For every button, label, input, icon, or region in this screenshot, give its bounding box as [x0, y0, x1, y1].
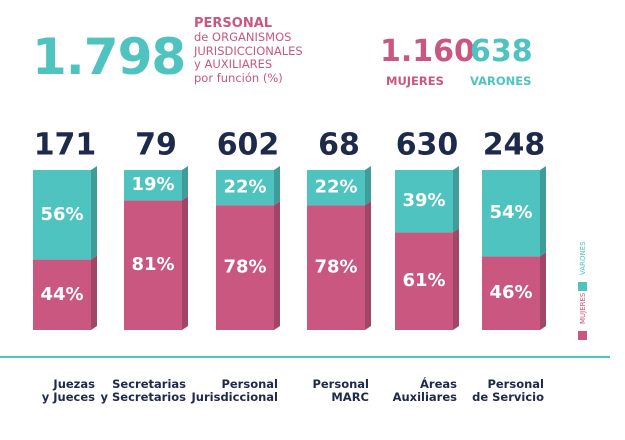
- bar-segment: [124, 200, 182, 330]
- category-total: 79: [135, 128, 177, 163]
- bar-side: [274, 201, 280, 330]
- legend-label: VARONES: [579, 241, 587, 275]
- value-label: 39%: [402, 190, 445, 211]
- value-label: 56%: [40, 204, 83, 225]
- bar-side: [365, 166, 371, 206]
- bar-segment: [33, 259, 91, 330]
- category-total: 68: [318, 128, 360, 163]
- bar-segment: [395, 232, 453, 330]
- bar-segment: [216, 205, 274, 330]
- category-label: Secretarias y Secretarios: [100, 377, 187, 404]
- women-total: 1.160: [380, 34, 475, 69]
- value-label: 22%: [314, 177, 357, 198]
- chart-subtitle: de ORGANISMOS JURISDICCIONALES y AUXILIA…: [194, 30, 303, 85]
- value-label: 44%: [40, 284, 83, 305]
- bar-segment: [482, 256, 540, 330]
- bar-side: [91, 255, 97, 330]
- bar-side: [540, 166, 546, 257]
- category-label: Personal de Servicio: [472, 377, 544, 404]
- value-label: 19%: [131, 174, 174, 195]
- bar-segment: [33, 170, 91, 260]
- legend-label: MUJERES: [579, 292, 587, 324]
- bar-side: [453, 228, 459, 330]
- men-total: 638: [470, 34, 533, 69]
- value-label: 54%: [489, 202, 532, 223]
- bar-side: [182, 196, 188, 330]
- bar-side: [453, 166, 459, 233]
- value-label: 46%: [489, 282, 532, 303]
- bar-side: [274, 166, 280, 206]
- bar-segment: [216, 170, 274, 206]
- category-total: 602: [217, 128, 280, 163]
- value-label: 78%: [314, 257, 357, 278]
- category-total: 171: [34, 128, 97, 163]
- bar-side: [540, 252, 546, 330]
- bar-segment: [124, 170, 182, 201]
- category-total: 248: [483, 128, 546, 163]
- women-label: MUJERES: [386, 74, 444, 88]
- legend-swatch: [578, 331, 587, 340]
- category-total: 630: [396, 128, 459, 163]
- category-label: Juezas y Jueces: [41, 377, 95, 404]
- bar-segment: [395, 170, 453, 233]
- bar-side: [91, 166, 97, 260]
- men-label: VARONES: [470, 74, 532, 88]
- bar-segment: [307, 170, 365, 206]
- value-label: 22%: [223, 177, 266, 198]
- category-label: Áreas Auxiliares: [392, 377, 457, 404]
- bar-segment: [482, 170, 540, 257]
- bar-side: [182, 166, 188, 201]
- value-label: 61%: [402, 270, 445, 291]
- value-label: 78%: [223, 257, 266, 278]
- bar-side: [365, 201, 371, 330]
- total-number: 1.798: [32, 28, 186, 86]
- bar-segment: [307, 205, 365, 330]
- chart-title: PERSONAL: [194, 16, 273, 31]
- legend-swatch: [578, 282, 587, 291]
- category-label: Personal Jurisdiccional: [191, 377, 278, 404]
- value-label: 81%: [131, 254, 174, 275]
- category-label: Personal MARC: [312, 377, 369, 404]
